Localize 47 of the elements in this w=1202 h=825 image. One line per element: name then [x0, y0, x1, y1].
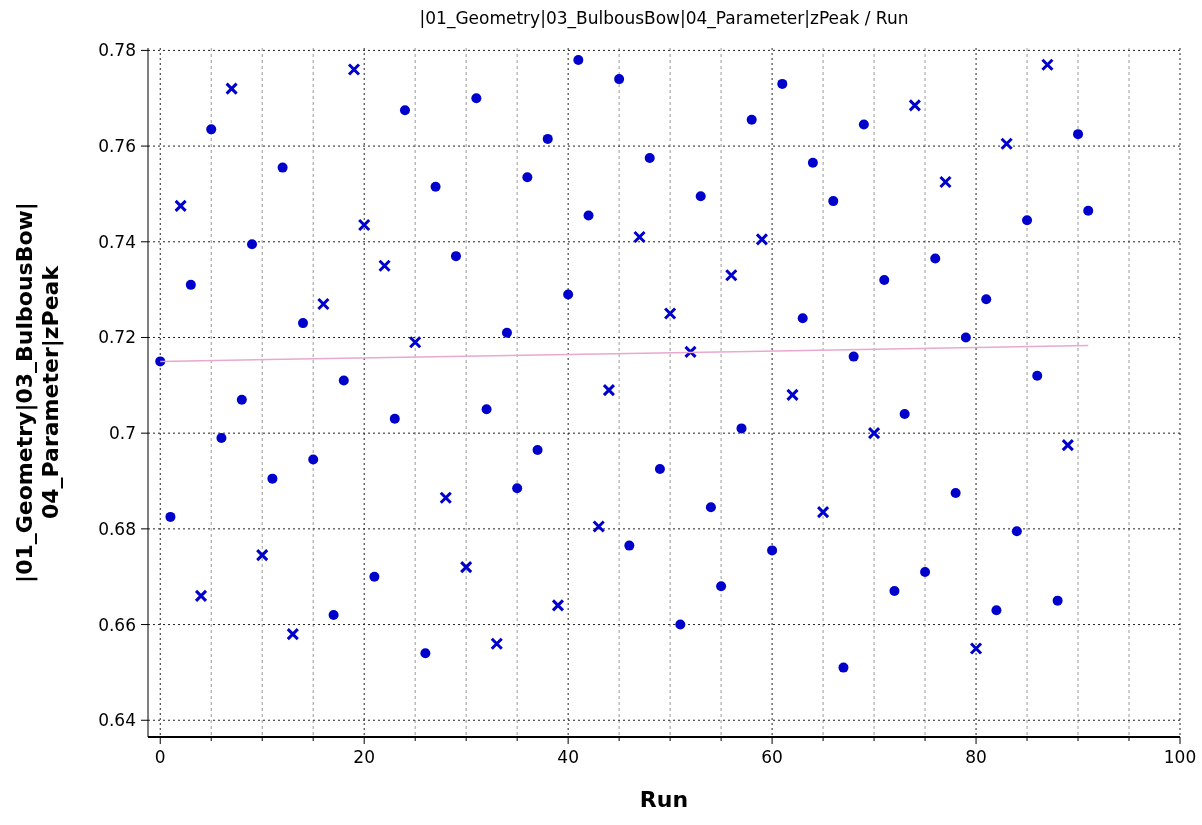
y-tick-label: 0.72: [98, 327, 136, 348]
y-tick-label: 0.64: [98, 710, 136, 731]
point: [490, 637, 504, 651]
x-tick-label: 20: [353, 747, 376, 767]
point: [602, 383, 616, 397]
point: [1000, 137, 1014, 151]
chart-title: |01_Geometry|03_BulbousBow|04_Parameter|zPeak / Run: [419, 8, 909, 29]
point: [1040, 58, 1054, 72]
point: [908, 98, 922, 112]
point: [816, 505, 830, 519]
point: [378, 259, 392, 273]
point: [225, 82, 239, 96]
point: [316, 297, 330, 311]
point: [592, 519, 606, 533]
point: [785, 388, 799, 402]
point: [755, 232, 769, 246]
point: [255, 548, 269, 562]
point: [724, 268, 738, 282]
point: [459, 560, 473, 574]
y-tick-label: 0.66: [98, 614, 136, 635]
point: [408, 335, 422, 349]
x-tick-label: 60: [761, 747, 783, 767]
point: [633, 230, 647, 244]
x-axis-title: Run: [639, 787, 689, 812]
y-tick-label: 0.74: [98, 231, 136, 252]
point: [969, 641, 983, 655]
point: [174, 199, 188, 213]
x-tick-label: 0: [154, 747, 166, 767]
x-tick-label: 80: [965, 747, 987, 767]
point: [439, 491, 453, 505]
y-tick-label: 0.7: [108, 423, 136, 444]
point: [1061, 438, 1075, 452]
y-tick-label: 0.76: [98, 136, 136, 157]
point: [867, 426, 881, 440]
point: [357, 218, 371, 232]
y-axis-title: |01_Geometry|03_BulbousBow|04_Parameter|zPeak: [12, 202, 64, 583]
point: [347, 63, 361, 77]
point: [663, 307, 677, 321]
point: [286, 627, 300, 641]
point: [551, 598, 565, 612]
y-tick-label: 0.78: [98, 40, 136, 61]
point: [684, 345, 698, 359]
point: [194, 589, 208, 603]
x-tick-label: 100: [1163, 747, 1197, 767]
y-tick-label: 0.68: [98, 518, 136, 539]
x-tick-label: 40: [557, 747, 579, 767]
point: [938, 175, 952, 189]
